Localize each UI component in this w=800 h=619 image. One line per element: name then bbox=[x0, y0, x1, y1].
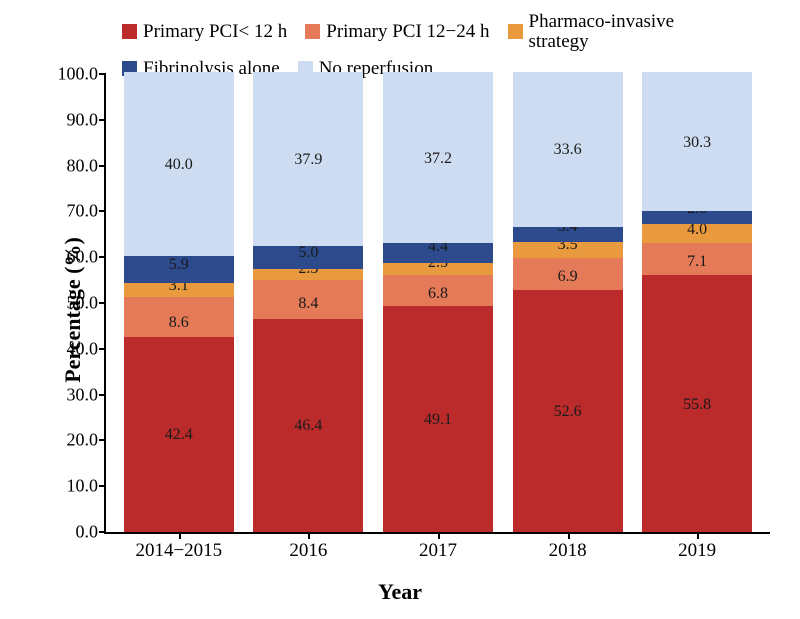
segment-value-label: 5.9 bbox=[169, 256, 189, 274]
x-category-label: 2018 bbox=[549, 540, 587, 562]
segment-primary_pci_lt12: 52.6 bbox=[513, 290, 623, 532]
x-tick-mark bbox=[568, 532, 570, 539]
segment-no_reperfusion: 30.3 bbox=[642, 72, 752, 211]
y-tick-label: 30.0 bbox=[50, 384, 98, 405]
segment-value-label: 33.6 bbox=[554, 141, 582, 159]
segment-value-label: 37.2 bbox=[424, 150, 452, 168]
y-tick-label: 10.0 bbox=[50, 476, 98, 497]
x-category-label: 2016 bbox=[289, 540, 327, 562]
x-category-label: 2017 bbox=[419, 540, 457, 562]
segment-fibrinolysis: 5.9 bbox=[124, 256, 234, 283]
bar-2018: 52.66.93.53.433.62018 bbox=[513, 72, 623, 532]
y-tick-label: 40.0 bbox=[50, 338, 98, 359]
y-tick-label: 60.0 bbox=[50, 247, 98, 268]
segment-no_reperfusion: 40.0 bbox=[124, 72, 234, 256]
segment-primary_pci_lt12: 49.1 bbox=[383, 306, 493, 532]
bars-group: 42.48.63.15.940.02014−201546.48.42.35.03… bbox=[106, 74, 770, 532]
segment-value-label: 6.8 bbox=[428, 285, 448, 303]
plot-area: 42.48.63.15.940.02014−201546.48.42.35.03… bbox=[104, 74, 770, 534]
segment-fibrinolysis: 5.0 bbox=[253, 246, 363, 269]
x-tick-mark bbox=[179, 532, 181, 539]
segment-value-label: 30.3 bbox=[683, 134, 711, 152]
stacked-bar-chart: Primary PCI< 12 h Primary PCI 12−24 h Phar… bbox=[0, 0, 800, 619]
segment-value-label: 46.4 bbox=[294, 417, 322, 435]
y-tick-label: 100.0 bbox=[50, 64, 98, 85]
segment-no_reperfusion: 37.9 bbox=[253, 72, 363, 246]
segment-primary_pci_lt12: 46.4 bbox=[253, 319, 363, 532]
x-category-label: 2014−2015 bbox=[135, 540, 222, 562]
segment-pharmaco_invasive: 3.1 bbox=[124, 283, 234, 297]
y-tick-mark bbox=[99, 302, 106, 304]
y-tick-label: 0.0 bbox=[50, 522, 98, 543]
segment-value-label: 37.9 bbox=[294, 151, 322, 169]
segment-pharmaco_invasive: 2.5 bbox=[383, 263, 493, 275]
segment-pharmaco_invasive: 3.5 bbox=[513, 242, 623, 258]
y-tick-mark bbox=[99, 531, 106, 533]
segment-primary_pci_12_24: 8.6 bbox=[124, 297, 234, 337]
y-tick-mark bbox=[99, 256, 106, 258]
segment-primary_pci_12_24: 7.1 bbox=[642, 243, 752, 276]
segment-value-label: 5.0 bbox=[298, 244, 318, 262]
y-tick-mark bbox=[99, 348, 106, 350]
segment-no_reperfusion: 33.6 bbox=[513, 72, 623, 227]
segment-no_reperfusion: 37.2 bbox=[383, 72, 493, 243]
legend-label: Primary PCI< 12 h bbox=[143, 21, 287, 43]
x-tick-mark bbox=[697, 532, 699, 539]
segment-value-label: 49.1 bbox=[424, 411, 452, 429]
bar-2017: 49.16.82.54.437.22017 bbox=[383, 72, 493, 532]
x-axis-label: Year bbox=[378, 579, 422, 605]
y-tick-mark bbox=[99, 73, 106, 75]
segment-value-label: 55.8 bbox=[683, 396, 711, 414]
bar-2016: 46.48.42.35.037.92016 bbox=[253, 72, 363, 532]
legend-item-pharmaco_invasive: Pharmaco-invasivestrategy bbox=[508, 12, 675, 52]
segment-fibrinolysis: 2.8 bbox=[642, 211, 752, 224]
segment-pharmaco_invasive: 2.3 bbox=[253, 269, 363, 280]
y-tick-mark bbox=[99, 394, 106, 396]
x-tick-mark bbox=[438, 532, 440, 539]
y-tick-label: 20.0 bbox=[50, 430, 98, 451]
bar-2019: 55.87.14.02.830.32019 bbox=[642, 72, 752, 532]
segment-value-label: 42.4 bbox=[165, 426, 193, 444]
y-tick-mark bbox=[99, 165, 106, 167]
segment-value-label: 8.4 bbox=[298, 295, 318, 313]
legend-item-primary_pci_12_24: Primary PCI 12−24 h bbox=[305, 12, 489, 52]
chart-legend: Primary PCI< 12 h Primary PCI 12−24 h Phar… bbox=[122, 12, 770, 80]
y-tick-label: 80.0 bbox=[50, 155, 98, 176]
segment-pharmaco_invasive: 4.0 bbox=[642, 224, 752, 242]
segment-primary_pci_lt12: 55.8 bbox=[642, 275, 752, 532]
legend-label: Primary PCI 12−24 h bbox=[326, 21, 489, 43]
segment-fibrinolysis: 3.4 bbox=[513, 227, 623, 243]
y-tick-mark bbox=[99, 439, 106, 441]
y-tick-label: 70.0 bbox=[50, 201, 98, 222]
y-tick-mark bbox=[99, 210, 106, 212]
x-tick-mark bbox=[308, 532, 310, 539]
y-tick-mark bbox=[99, 119, 106, 121]
segment-value-label: 6.9 bbox=[558, 268, 578, 286]
segment-primary_pci_12_24: 6.9 bbox=[513, 258, 623, 290]
y-tick-label: 50.0 bbox=[50, 293, 98, 314]
legend-swatch bbox=[508, 24, 523, 39]
y-tick-label: 90.0 bbox=[50, 109, 98, 130]
segment-value-label: 52.6 bbox=[554, 403, 582, 421]
legend-label: Pharmaco-invasivestrategy bbox=[529, 12, 675, 52]
y-tick-mark bbox=[99, 485, 106, 487]
segment-value-label: 40.0 bbox=[165, 156, 193, 174]
bar-2014−2015: 42.48.63.15.940.02014−2015 bbox=[124, 72, 234, 532]
segment-fibrinolysis: 4.4 bbox=[383, 243, 493, 263]
segment-value-label: 7.1 bbox=[687, 253, 707, 271]
segment-primary_pci_lt12: 42.4 bbox=[124, 337, 234, 532]
segment-value-label: 8.6 bbox=[169, 314, 189, 332]
segment-primary_pci_12_24: 6.8 bbox=[383, 275, 493, 306]
segment-primary_pci_12_24: 8.4 bbox=[253, 280, 363, 319]
legend-item-primary_pci_lt12: Primary PCI< 12 h bbox=[122, 12, 287, 52]
x-category-label: 2019 bbox=[678, 540, 716, 562]
legend-swatch bbox=[305, 24, 320, 39]
legend-swatch bbox=[122, 24, 137, 39]
